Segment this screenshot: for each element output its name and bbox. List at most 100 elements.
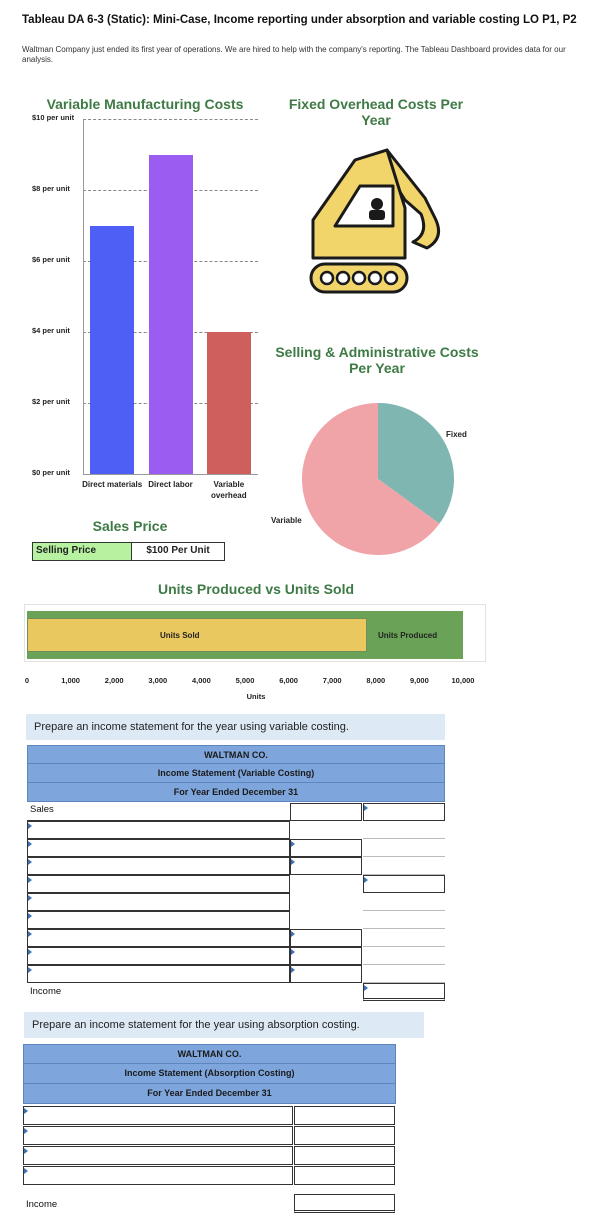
x-category-label: Direct labor	[148, 480, 193, 489]
selling-price-label: Selling Price	[32, 542, 132, 561]
selling-price-value: $100 Per Unit	[131, 542, 225, 561]
gridline	[83, 119, 258, 120]
row-marker-icon	[28, 949, 32, 955]
variable-total-cell[interactable]	[363, 875, 445, 893]
units-plot-frame	[24, 604, 486, 662]
row-marker-icon	[28, 877, 32, 883]
intro-text: Waltman Company just ended its first yea…	[22, 45, 566, 64]
absorption-company-header: WALTMAN CO.	[23, 1044, 396, 1064]
variable-row-label-cell[interactable]: Sales	[27, 803, 290, 821]
sga-chart-title: Selling & Administrative Costs Per Year	[275, 344, 479, 376]
variable-amount-cell[interactable]	[290, 857, 362, 875]
variable-amount-cell[interactable]	[290, 803, 362, 821]
absorption-total-cell[interactable]	[294, 1106, 395, 1125]
variable-rows: Sales Income	[27, 802, 445, 1002]
absorption-statement-table: WALTMAN CO. Income Statement (Absorption…	[23, 1044, 396, 1214]
pie-slice-variable	[302, 403, 440, 555]
variable-total-divider	[363, 964, 445, 965]
variable-amount-cell[interactable]	[290, 839, 362, 857]
row-marker-icon	[24, 1128, 28, 1134]
variable-row-label: Sales	[30, 804, 54, 815]
x-tick-label: 0	[24, 676, 30, 685]
absorption-statement-header: Income Statement (Absorption Costing)	[23, 1064, 396, 1084]
absorption-row-label-cell[interactable]	[23, 1126, 293, 1145]
row-marker-icon	[28, 859, 32, 865]
variable-statement-table: WALTMAN CO. Income Statement (Variable C…	[27, 745, 445, 1002]
variable-row-label-cell[interactable]	[27, 911, 290, 929]
variable-statement-header: Income Statement (Variable Costing)	[27, 764, 445, 783]
row-marker-icon	[28, 967, 32, 973]
row-marker-icon	[28, 823, 32, 829]
variable-amount-cell[interactable]	[290, 929, 362, 947]
variable-total-divider	[363, 946, 445, 947]
variable-row-label-cell[interactable]	[27, 875, 290, 893]
x-tick-label: 4,000	[192, 676, 211, 685]
absorption-row-label-cell[interactable]	[23, 1106, 293, 1125]
variable-total-divider	[363, 982, 445, 983]
variable-row-label-cell[interactable]	[27, 947, 290, 965]
variable-row-label-cell[interactable]	[27, 821, 290, 839]
row-marker-icon	[24, 1108, 28, 1114]
row-marker-icon	[291, 859, 295, 865]
absorption-row-label-cell[interactable]	[23, 1146, 293, 1165]
absorption-total-cell[interactable]	[294, 1126, 395, 1145]
variable-total-divider	[363, 838, 445, 839]
page-title: Tableau DA 6-3 (Static): Mini-Case, Inco…	[22, 14, 577, 26]
absorption-total-cell[interactable]	[294, 1166, 395, 1185]
sales-price-title: Sales Price	[92, 518, 168, 534]
variable-total-divider	[363, 910, 445, 911]
y-tick-label: $4 per unit	[32, 326, 70, 335]
absorption-income-cell[interactable]	[294, 1194, 395, 1213]
variable-instruction: Prepare an income statement for the year…	[26, 714, 445, 740]
x-axis-label: Units	[246, 692, 266, 701]
y-tick-label: $0 per unit	[32, 468, 70, 477]
variable-income-label: Income	[30, 986, 62, 997]
x-tick-label: 1,000	[61, 676, 80, 685]
row-marker-icon	[24, 1168, 28, 1174]
variable-amount-cell[interactable]	[290, 965, 362, 983]
absorption-row-label-cell[interactable]	[23, 1166, 293, 1185]
absorption-instruction: Prepare an income statement for the year…	[24, 1012, 424, 1038]
x-tick-label: 5,000	[235, 676, 255, 685]
variable-total-divider	[363, 928, 445, 929]
variable-row-label-cell[interactable]	[27, 893, 290, 911]
variable-company-header: WALTMAN CO.	[27, 745, 445, 764]
variable-row-label-cell[interactable]	[27, 857, 290, 875]
y-tick-label: $6 per unit	[32, 255, 70, 264]
row-marker-icon	[28, 913, 32, 919]
units-chart-title: Units Produced vs Units Sold	[157, 581, 355, 597]
y-tick-label: $2 per unit	[32, 397, 70, 406]
bar	[148, 154, 193, 474]
pie-svg	[302, 403, 454, 555]
y-axis-line	[83, 119, 84, 474]
row-marker-icon	[24, 1148, 28, 1154]
x-tick-label: 3,000	[148, 676, 168, 685]
row-marker-icon	[28, 841, 32, 847]
units-sold-label: Units Sold	[160, 631, 200, 640]
x-tick-label: 6,000	[279, 676, 298, 685]
x-tick-label: 7,000	[322, 676, 342, 685]
pie-label-variable: Variable	[271, 516, 302, 525]
row-marker-icon	[28, 895, 32, 901]
row-marker-icon	[364, 877, 368, 883]
absorption-income-label: Income	[26, 1199, 58, 1210]
variable-income-cell[interactable]	[363, 983, 445, 1001]
row-marker-icon	[291, 841, 295, 847]
units-produced-label: Units Produced	[378, 631, 438, 640]
x-tick-label: 10,000	[451, 676, 475, 685]
y-tick-label: $8 per unit	[32, 184, 70, 193]
absorption-rows: Income	[23, 1104, 396, 1214]
variable-total-cell[interactable]	[363, 803, 445, 821]
x-tick-label: 9,000	[410, 676, 429, 685]
variable-row-label-cell[interactable]	[27, 929, 290, 947]
y-tick-label: $10 per unit	[32, 113, 75, 122]
row-marker-icon	[291, 931, 295, 937]
variable-row-label-cell[interactable]	[27, 839, 290, 857]
absorption-total-cell[interactable]	[294, 1146, 395, 1165]
variable-period-header: For Year Ended December 31	[27, 783, 445, 802]
x-tick-label: 2,000	[104, 676, 124, 685]
variable-row-label-cell[interactable]	[27, 965, 290, 983]
x-tick-label: 8,000	[366, 676, 386, 685]
variable-amount-cell[interactable]	[290, 947, 362, 965]
row-marker-icon	[291, 967, 295, 973]
